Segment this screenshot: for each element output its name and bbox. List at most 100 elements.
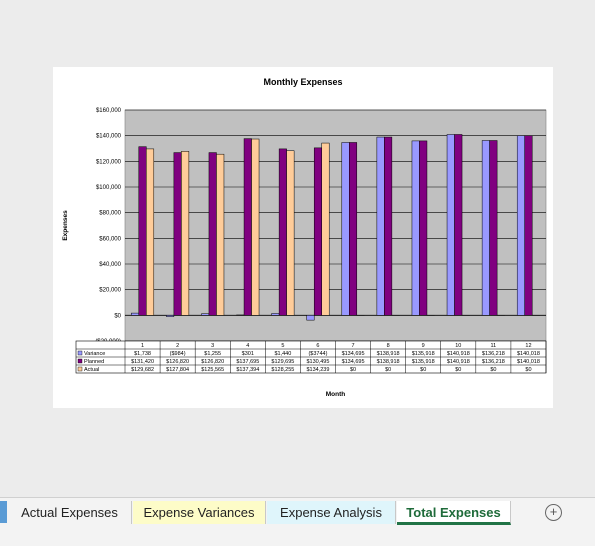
- data-label: $0: [525, 367, 531, 373]
- data-label: $140,018: [517, 351, 540, 357]
- data-label: $301: [242, 351, 254, 357]
- bar-actual: [146, 149, 154, 315]
- x-category-label: 4: [246, 343, 249, 349]
- y-tick-label: $160,000: [96, 108, 122, 114]
- tab-scroll-stub: [0, 501, 7, 523]
- tab-total-expenses[interactable]: Total Expenses: [397, 501, 511, 525]
- chart-area[interactable]: Monthly Expenses($20,000)$0$20,000$40,00…: [53, 67, 553, 408]
- data-label: $134,239: [306, 367, 329, 373]
- data-label: $0: [490, 367, 496, 373]
- data-label: $137,695: [236, 359, 259, 365]
- y-tick-label: $100,000: [96, 185, 122, 191]
- bar-actual: [322, 143, 330, 315]
- data-label: $127,804: [166, 367, 189, 373]
- data-label: $0: [385, 367, 391, 373]
- bar-variance: [377, 137, 385, 315]
- x-category-label: 10: [455, 343, 461, 349]
- data-label: $126,820: [201, 359, 224, 365]
- legend-key-actual: [78, 367, 82, 371]
- data-label: $129,682: [131, 367, 154, 373]
- data-label: $1,255: [204, 351, 221, 357]
- data-label: $130,495: [306, 359, 329, 365]
- data-label: $0: [455, 367, 461, 373]
- bar-planned: [314, 148, 322, 315]
- bar-actual: [287, 151, 295, 316]
- x-category-label: 7: [352, 343, 355, 349]
- monthly-expenses-chart: Monthly Expenses($20,000)$0$20,000$40,00…: [53, 67, 553, 408]
- bar-planned: [490, 141, 498, 316]
- y-tick-label: $20,000: [99, 288, 121, 294]
- x-category-label: 9: [422, 343, 425, 349]
- bar-variance: [166, 315, 174, 316]
- x-category-label: 8: [387, 343, 390, 349]
- x-axis-title: Month: [326, 391, 346, 398]
- x-category-label: 12: [525, 343, 531, 349]
- y-tick-label: $140,000: [96, 134, 122, 140]
- x-category-label: 2: [176, 343, 179, 349]
- data-label: $131,420: [131, 359, 154, 365]
- legend-key-planned: [78, 359, 82, 363]
- tab-actual-expenses[interactable]: Actual Expenses: [8, 501, 132, 524]
- bar-variance: [517, 136, 525, 316]
- legend-label-variance: Variance: [84, 351, 105, 357]
- worksheet-area: Monthly Expenses($20,000)$0$20,000$40,00…: [0, 0, 595, 497]
- data-label: $129,695: [271, 359, 294, 365]
- bar-planned: [174, 153, 182, 316]
- bar-variance: [447, 134, 455, 315]
- data-label: $135,918: [412, 359, 435, 365]
- legend-label-planned: Planned: [84, 359, 104, 365]
- y-tick-label: $80,000: [99, 211, 121, 217]
- bar-variance: [482, 141, 490, 316]
- data-label: $140,018: [517, 359, 540, 365]
- y-tick-label: $60,000: [99, 236, 121, 242]
- data-label: $1,440: [274, 351, 291, 357]
- data-label: $135,918: [412, 351, 435, 357]
- y-axis-title: Expenses: [62, 210, 69, 241]
- bar-planned: [419, 141, 427, 315]
- y-tick-label: $40,000: [99, 262, 121, 268]
- data-label: $134,695: [342, 359, 365, 365]
- data-label: $128,255: [271, 367, 294, 373]
- data-label: $125,565: [201, 367, 224, 373]
- data-label: $138,918: [377, 351, 400, 357]
- bar-planned: [209, 153, 217, 316]
- bar-planned: [455, 134, 463, 315]
- bar-actual: [181, 151, 189, 315]
- x-category-label: 3: [211, 343, 214, 349]
- bar-planned: [279, 149, 287, 315]
- data-label: $140,918: [447, 359, 470, 365]
- y-tick-label: $120,000: [96, 159, 122, 165]
- bar-planned: [384, 137, 392, 315]
- data-label: $134,695: [342, 351, 365, 357]
- data-label: ($984): [170, 351, 186, 357]
- data-label: $137,394: [236, 367, 259, 373]
- bar-variance: [131, 313, 139, 315]
- plus-circle-icon[interactable]: +: [545, 504, 562, 521]
- bar-variance: [307, 315, 315, 320]
- bar-variance: [201, 314, 209, 316]
- tab-expense-variances[interactable]: Expense Variances: [133, 501, 266, 524]
- sheet-tab-bar: Actual Expenses Expense Variances Expens…: [0, 497, 595, 546]
- bar-variance: [272, 313, 280, 315]
- data-label: $0: [420, 367, 426, 373]
- chart-title: Monthly Expenses: [263, 77, 342, 87]
- bar-actual: [252, 139, 260, 315]
- bar-planned: [349, 142, 357, 315]
- bar-planned: [525, 136, 533, 316]
- x-category-label: 6: [316, 343, 319, 349]
- data-label: $1,738: [134, 351, 151, 357]
- bar-planned: [244, 139, 252, 316]
- data-label: $136,218: [482, 351, 505, 357]
- legend-key-variance: [78, 351, 82, 355]
- data-label: $126,820: [166, 359, 189, 365]
- y-tick-label: $0: [114, 313, 121, 319]
- bar-actual: [216, 154, 224, 315]
- data-label: $0: [350, 367, 356, 373]
- data-label: $136,218: [482, 359, 505, 365]
- x-category-label: 11: [491, 343, 497, 349]
- tab-expense-analysis[interactable]: Expense Analysis: [267, 501, 396, 524]
- bar-variance: [342, 142, 350, 315]
- legend-label-actual: Actual: [84, 367, 99, 373]
- data-label: $140,918: [447, 351, 470, 357]
- data-label: ($3744): [308, 351, 327, 357]
